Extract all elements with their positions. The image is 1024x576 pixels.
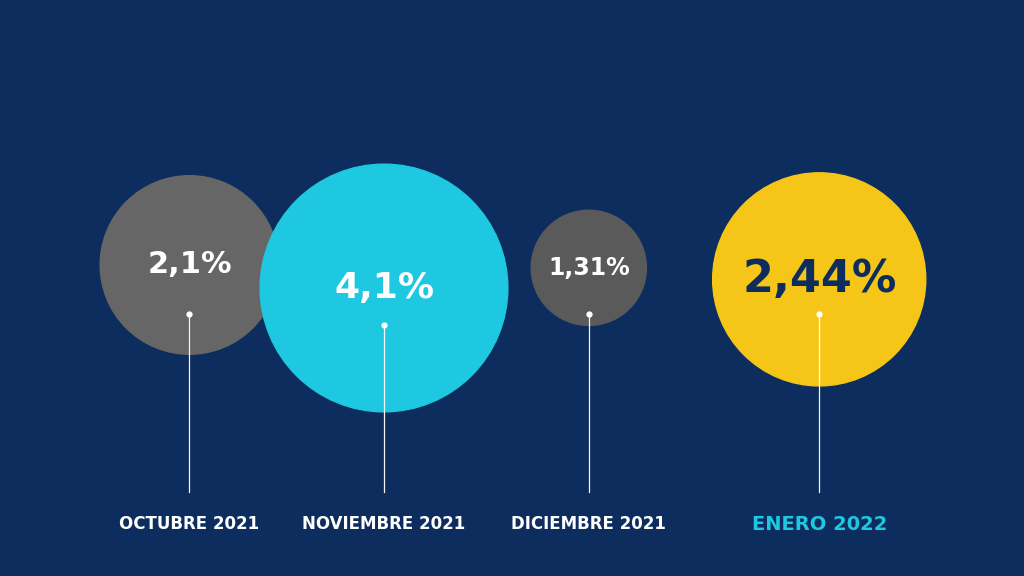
Text: ENERO 2022: ENERO 2022 <box>752 515 887 533</box>
Text: 4,1%: 4,1% <box>334 271 434 305</box>
Text: 2,44%: 2,44% <box>742 258 896 301</box>
Circle shape <box>260 164 508 412</box>
Circle shape <box>100 176 279 354</box>
Circle shape <box>531 210 646 325</box>
Circle shape <box>713 173 926 386</box>
Text: NOVIEMBRE 2021: NOVIEMBRE 2021 <box>302 515 466 533</box>
Text: 1,31%: 1,31% <box>548 256 630 280</box>
Text: 2,1%: 2,1% <box>147 251 231 279</box>
Text: OCTUBRE 2021: OCTUBRE 2021 <box>120 515 259 533</box>
Text: DICIEMBRE 2021: DICIEMBRE 2021 <box>511 515 667 533</box>
